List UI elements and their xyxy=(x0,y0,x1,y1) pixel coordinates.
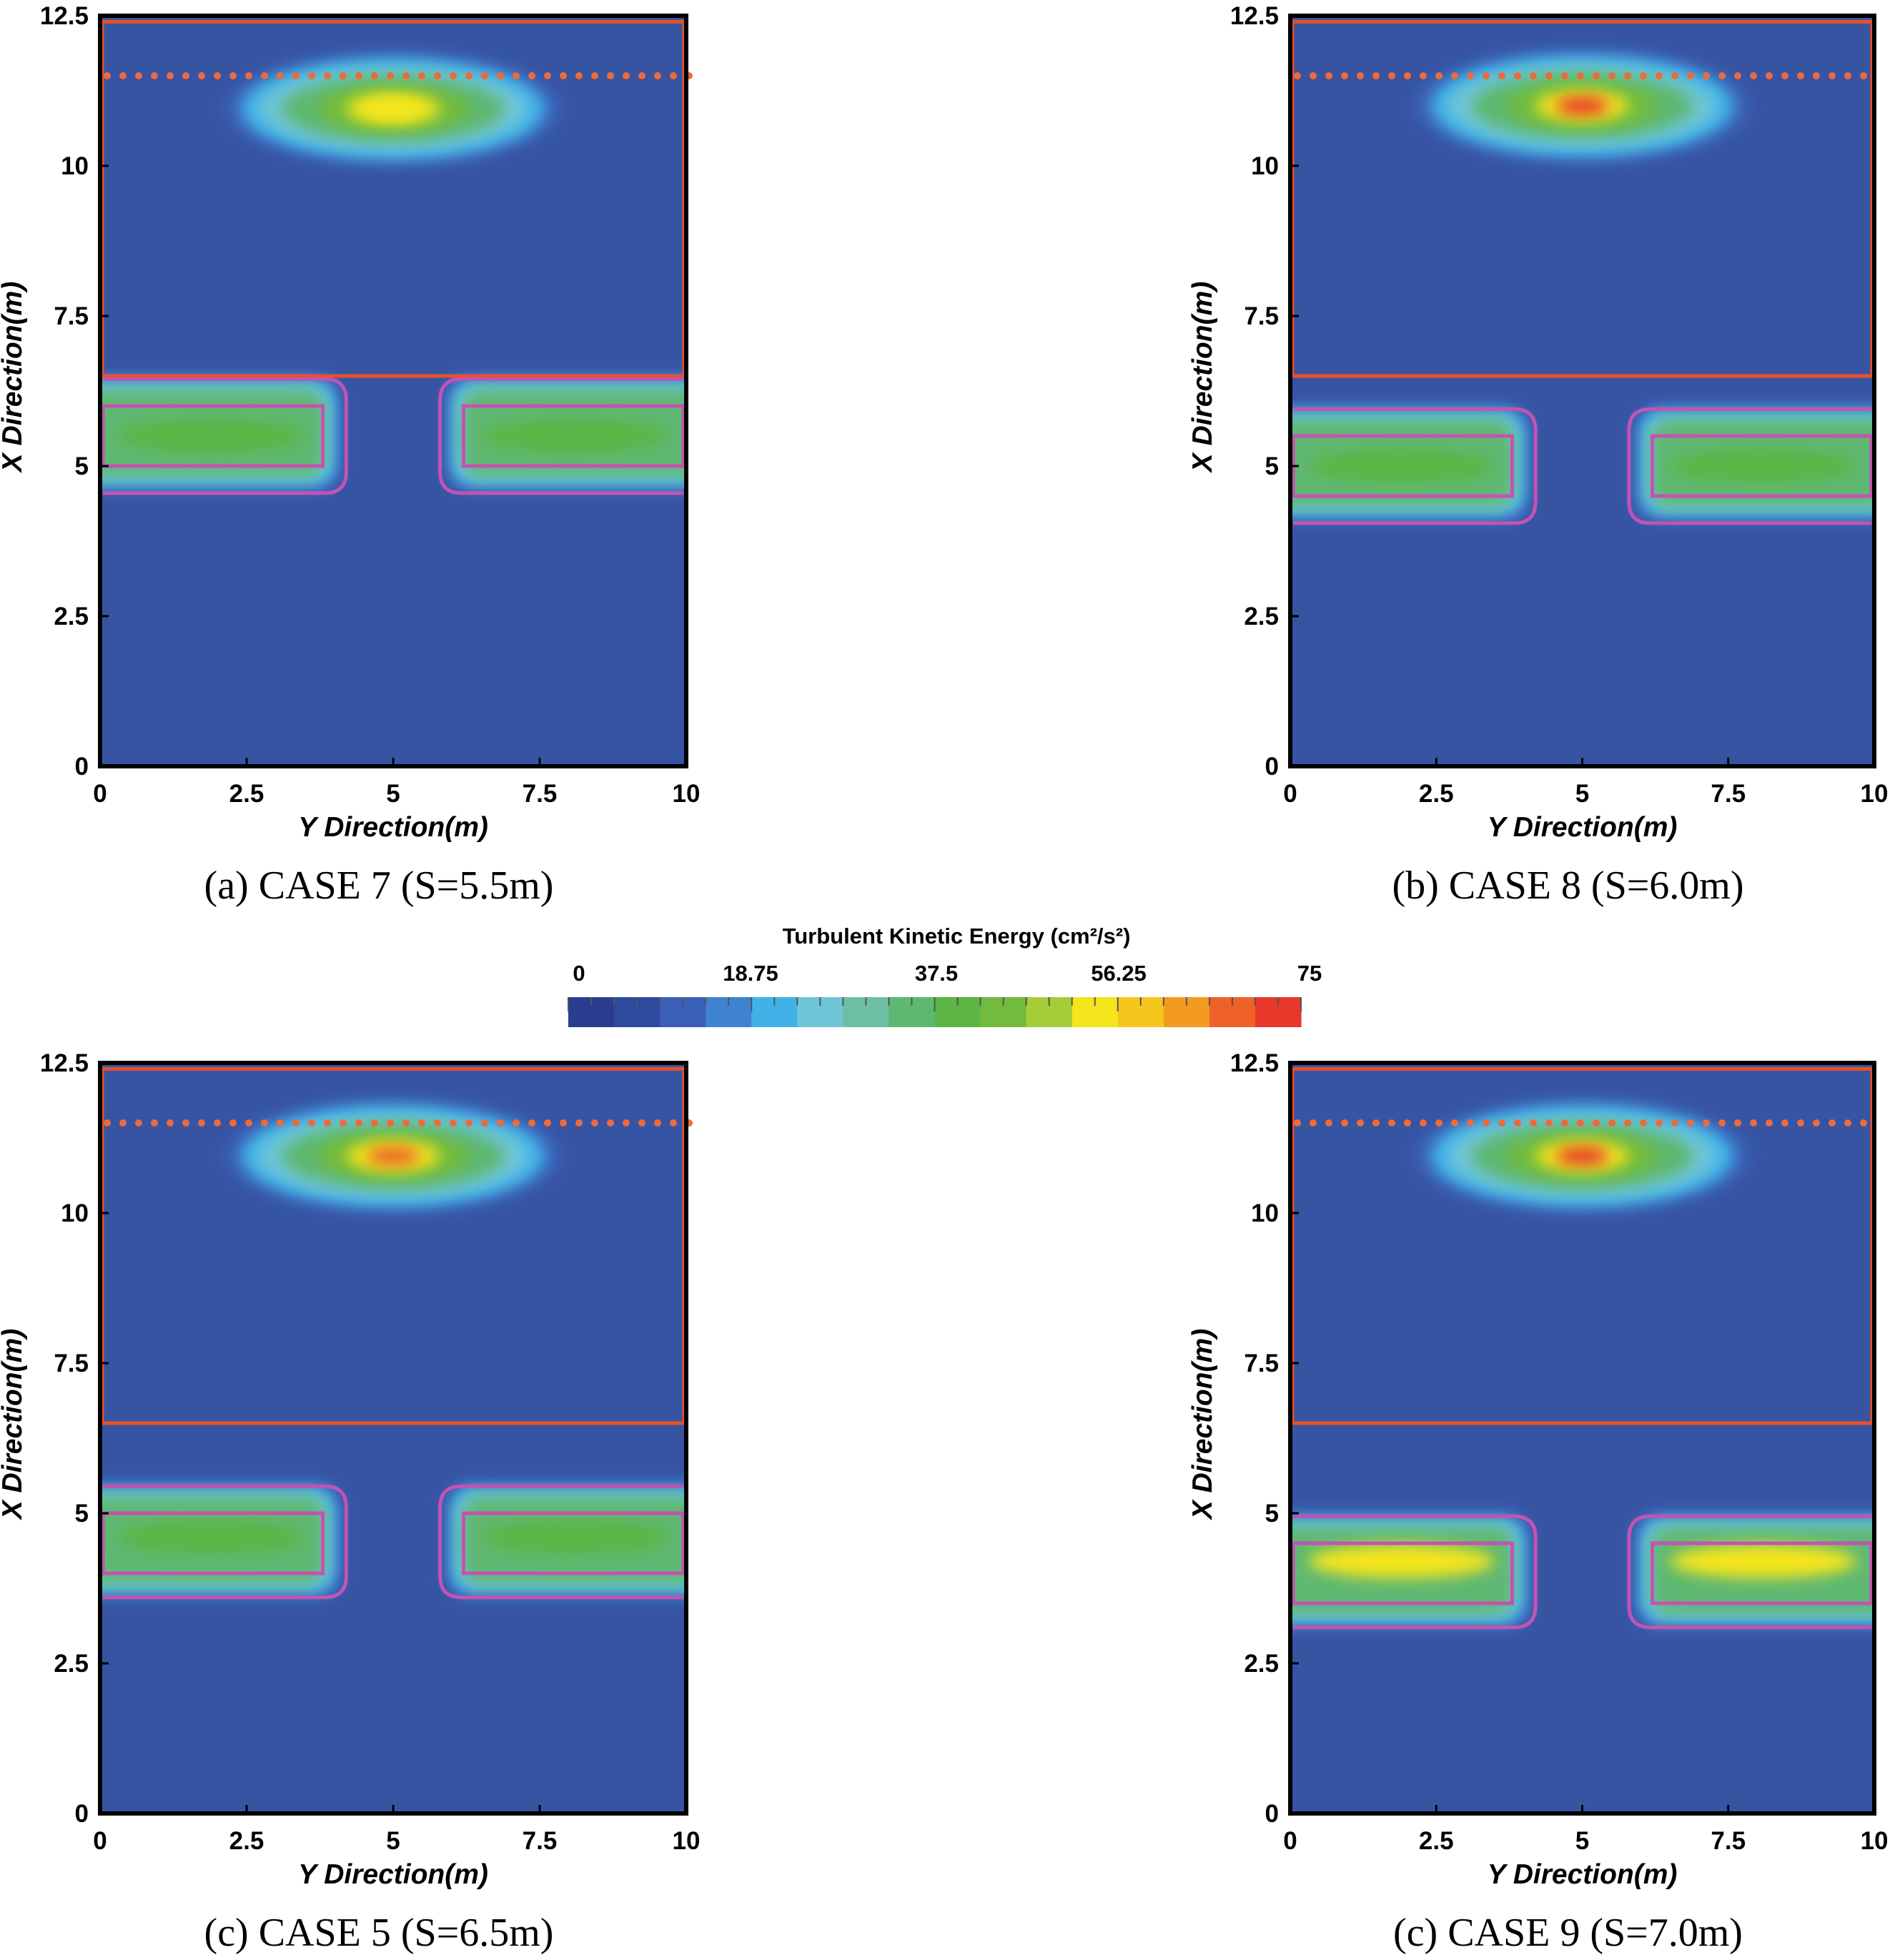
tke-field xyxy=(1290,1099,1874,1629)
y-tick-label: 10 xyxy=(61,1199,89,1227)
structure-outer-left xyxy=(1293,407,1538,525)
colorbar-tick-3: 56.25 xyxy=(1091,961,1147,986)
x-tick-label: 2.5 xyxy=(229,780,264,808)
x-tick-label: 5 xyxy=(386,1827,400,1855)
y-axis-label: X Direction(m) xyxy=(0,1329,28,1521)
y-tick-label: 2.5 xyxy=(54,603,89,630)
structure-inner-right xyxy=(1651,434,1874,498)
jet-contour xyxy=(367,1147,420,1165)
x-tick-label: 10 xyxy=(1861,1827,1889,1855)
y-tick-label: 0 xyxy=(1265,753,1279,781)
structure-hotspot xyxy=(117,1520,305,1555)
structure-outer-left xyxy=(103,377,348,495)
y-tick-label: 12.5 xyxy=(1230,2,1279,30)
panel-4: 0 2.5 5 7.5 10 0 2.5 5 7.5 10 12.5 Y Direction(m) X … xyxy=(1187,1049,1889,1955)
y-tick-label: 7.5 xyxy=(1244,1350,1279,1377)
y-tick-label: 12.5 xyxy=(40,2,89,30)
structure-outer-right xyxy=(438,377,683,495)
x-axis-label: Y Direction(m) xyxy=(298,1859,488,1890)
colorbar-tick-1: 18.75 xyxy=(723,961,778,986)
structure-outer-right xyxy=(1627,407,1871,525)
structure-outer-left xyxy=(1293,1514,1538,1630)
x-tick-label: 0 xyxy=(1283,780,1297,808)
structure-inner-right xyxy=(461,404,686,468)
y-tick-label: 2.5 xyxy=(1244,603,1279,630)
x-tick-label: 10 xyxy=(673,1827,701,1855)
structure-hotspot xyxy=(481,1520,669,1555)
y-tick-label: 7.5 xyxy=(54,1350,89,1377)
x-tick-label: 5 xyxy=(1575,780,1589,808)
structure-inner-left xyxy=(101,404,325,468)
x-tick-label: 2.5 xyxy=(229,1827,264,1855)
x-tick-label: 7.5 xyxy=(1711,1827,1746,1855)
colorbar-swatches xyxy=(568,997,1302,1027)
jet-contour xyxy=(1555,96,1609,115)
structure-inner-left xyxy=(1291,1541,1514,1605)
structure-outer-right xyxy=(1627,1514,1871,1630)
x-tick-label: 5 xyxy=(386,780,400,808)
y-tick-label: 0 xyxy=(1265,1800,1279,1828)
panel-2: 0 2.5 5 7.5 10 0 2.5 5 7.5 10 12.5 Y Direction(m) X … xyxy=(1187,2,1889,908)
panel-caption: (c) CASE 9 (S=7.0m) xyxy=(1393,1911,1743,1955)
colorbar-tick-2: 37.5 xyxy=(915,961,958,986)
colorbar-tick-4: 75 xyxy=(1297,961,1322,986)
x-tick-label: 10 xyxy=(673,780,701,808)
panel-caption: (c) CASE 5 (S=6.5m) xyxy=(204,1911,554,1955)
structure-hotspot xyxy=(1670,1544,1857,1578)
structure-hotspot xyxy=(481,419,669,453)
x-tick-label: 2.5 xyxy=(1419,780,1454,808)
colorbar-tick-0: 0 xyxy=(573,961,585,986)
x-axis-label: Y Direction(m) xyxy=(1488,812,1678,843)
jet-contour xyxy=(367,99,420,118)
x-axis-label: Y Direction(m) xyxy=(298,812,488,843)
panel-caption: (a) CASE 7 (S=5.5m) xyxy=(204,863,554,908)
x-axis-label: Y Direction(m) xyxy=(1488,1859,1678,1890)
y-axis-label: X Direction(m) xyxy=(1187,282,1218,474)
panel-1: 0 2.5 5 7.5 10 0 2.5 5 7.5 10 12.5 Y Direction(m) X … xyxy=(0,2,701,908)
colorbar-title: Turbulent Kinetic Energy (cm²/s²) xyxy=(783,924,1131,949)
y-tick-label: 2.5 xyxy=(54,1650,89,1678)
structure-hotspot xyxy=(1307,449,1495,483)
y-tick-label: 5 xyxy=(1265,1500,1279,1528)
x-tick-label: 7.5 xyxy=(523,1827,558,1855)
x-tick-label: 0 xyxy=(1283,1827,1297,1855)
structure-hotspot xyxy=(117,419,305,453)
structure-outer-right xyxy=(438,1484,683,1600)
y-tick-label: 0 xyxy=(75,753,89,781)
x-tick-label: 10 xyxy=(1861,780,1889,808)
y-tick-label: 0 xyxy=(75,1800,89,1828)
y-tick-label: 10 xyxy=(1251,152,1279,180)
x-tick-label: 7.5 xyxy=(523,780,558,808)
structure-hotspot xyxy=(1670,449,1857,483)
y-tick-label: 5 xyxy=(75,1500,89,1528)
structure-inner-right xyxy=(461,1511,686,1575)
x-tick-label: 0 xyxy=(93,780,107,808)
y-tick-label: 12.5 xyxy=(1230,1049,1279,1077)
jet-contour xyxy=(1555,1147,1609,1165)
y-axis-label: X Direction(m) xyxy=(1187,1329,1218,1521)
y-tick-label: 5 xyxy=(1265,452,1279,480)
y-tick-label: 7.5 xyxy=(1244,302,1279,330)
structure-inner-left xyxy=(101,1511,325,1575)
y-axis-label: X Direction(m) xyxy=(0,282,28,474)
x-tick-label: 2.5 xyxy=(1419,1827,1454,1855)
x-tick-label: 0 xyxy=(93,1827,107,1855)
x-tick-label: 5 xyxy=(1575,1827,1589,1855)
y-tick-label: 12.5 xyxy=(40,1049,89,1077)
y-tick-label: 10 xyxy=(61,152,89,180)
panel-3: 0 2.5 5 7.5 10 0 2.5 5 7.5 10 12.5 Y Direction(m) X … xyxy=(0,1049,701,1955)
y-tick-label: 5 xyxy=(75,452,89,480)
colorbar: Turbulent Kinetic Energy (cm²/s²) 0 18.7… xyxy=(568,924,1322,1027)
structure-inner-right xyxy=(1651,1541,1874,1605)
y-tick-label: 7.5 xyxy=(54,302,89,330)
x-tick-label: 7.5 xyxy=(1711,780,1746,808)
y-tick-label: 2.5 xyxy=(1244,1650,1279,1678)
y-tick-label: 10 xyxy=(1251,1199,1279,1227)
structure-outer-left xyxy=(103,1484,348,1600)
panel-caption: (b) CASE 8 (S=6.0m) xyxy=(1392,863,1743,908)
structure-hotspot xyxy=(1307,1544,1495,1578)
